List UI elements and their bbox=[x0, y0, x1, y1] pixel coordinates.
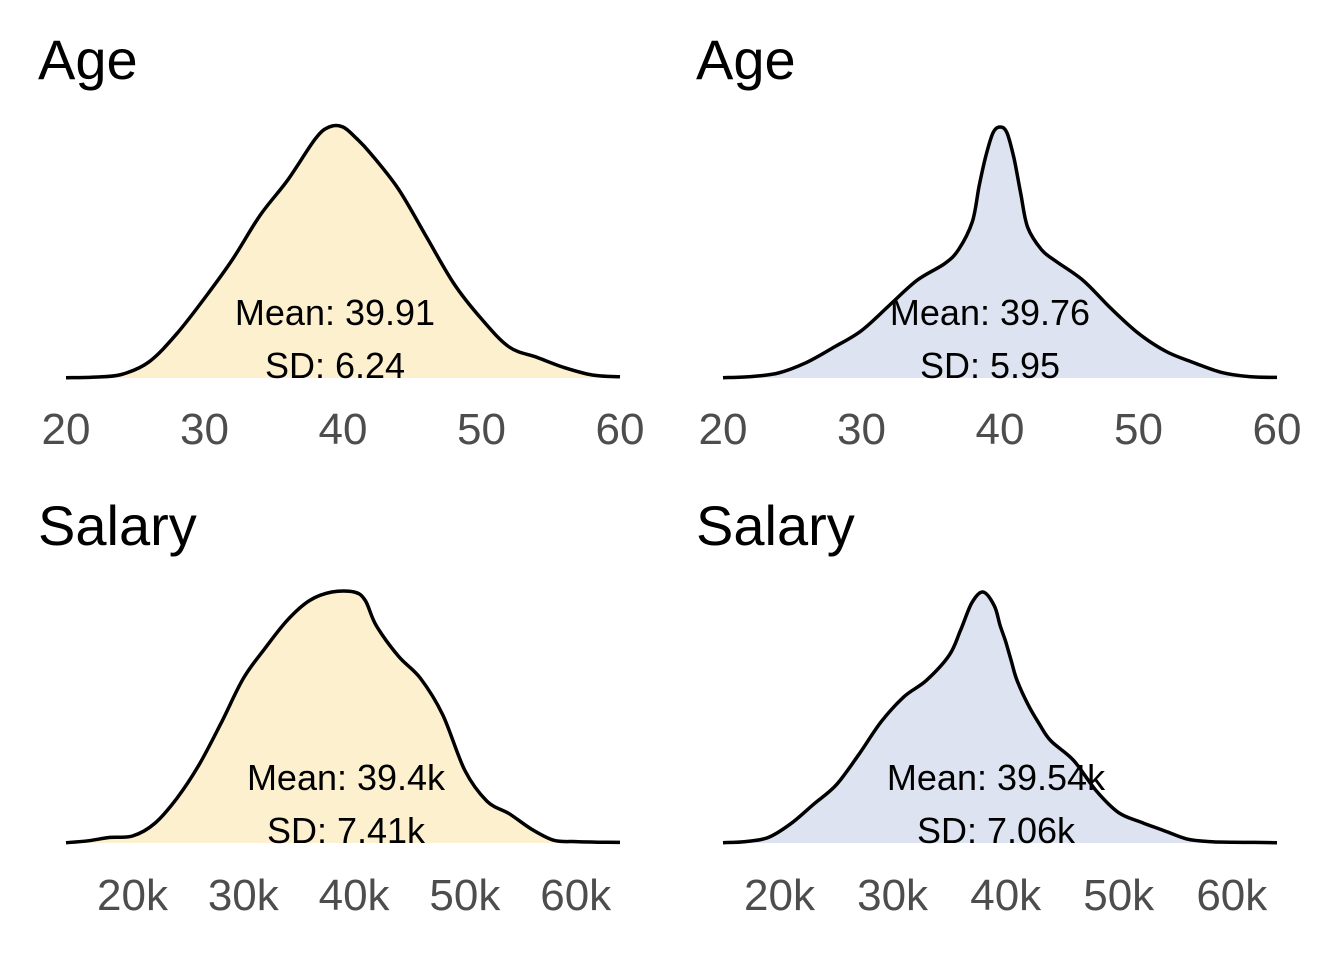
mean-label: Mean: 39.91 bbox=[235, 292, 435, 333]
panel-age-right: Age Mean: 39.76 SD: 5.95 20 30 40 50 60 bbox=[696, 28, 1301, 454]
x-axis-ticks: 20 30 40 50 60 bbox=[42, 405, 645, 454]
density-curve bbox=[65, 589, 621, 845]
x-tick-label: 20 bbox=[42, 405, 91, 454]
panel-age-left: Age Mean: 39.91 SD: 6.24 20 30 40 50 60 bbox=[38, 28, 644, 454]
panel-title: Salary bbox=[38, 494, 197, 557]
x-tick-label: 30k bbox=[208, 871, 280, 920]
panel-salary-left: Salary Mean: 39.4k SD: 7.41k 20k 30k 40k 50… bbox=[38, 494, 621, 920]
x-tick-label: 60k bbox=[540, 871, 612, 920]
x-tick-label: 20k bbox=[744, 871, 816, 920]
panel-title: Salary bbox=[696, 494, 855, 557]
x-tick-label: 50k bbox=[429, 871, 501, 920]
density-area bbox=[723, 127, 1277, 378]
x-tick-label: 40 bbox=[319, 405, 368, 454]
sd-label: SD: 7.41k bbox=[267, 810, 426, 851]
x-tick-label: 60 bbox=[1253, 405, 1302, 454]
density-curve bbox=[65, 123, 621, 380]
x-tick-label: 40 bbox=[976, 405, 1025, 454]
x-tick-label: 50 bbox=[457, 405, 506, 454]
sd-label: SD: 7.06k bbox=[917, 810, 1076, 851]
mean-label: Mean: 39.76 bbox=[890, 292, 1090, 333]
mean-label: Mean: 39.54k bbox=[887, 757, 1106, 798]
x-tick-label: 50 bbox=[1114, 405, 1163, 454]
x-axis-ticks: 20k 30k 40k 50k 60k bbox=[744, 871, 1268, 920]
x-axis-ticks: 20k 30k 40k 50k 60k bbox=[97, 871, 612, 920]
density-area bbox=[66, 125, 620, 378]
x-tick-label: 30 bbox=[837, 405, 886, 454]
mean-label: Mean: 39.4k bbox=[247, 757, 446, 798]
sd-label: SD: 6.24 bbox=[265, 345, 405, 386]
x-tick-label: 20 bbox=[699, 405, 748, 454]
density-curve bbox=[722, 590, 1278, 845]
x-axis-ticks: 20 30 40 50 60 bbox=[699, 405, 1302, 454]
x-tick-label: 50k bbox=[1083, 871, 1155, 920]
panel-salary-right: Salary Mean: 39.54k SD: 7.06k 20k 30k 40k 5… bbox=[696, 494, 1278, 920]
x-tick-label: 40k bbox=[319, 871, 391, 920]
sd-label: SD: 5.95 bbox=[920, 345, 1060, 386]
density-curve bbox=[722, 125, 1278, 380]
x-tick-label: 30k bbox=[857, 871, 929, 920]
x-tick-label: 40k bbox=[970, 871, 1042, 920]
panel-title: Age bbox=[38, 28, 138, 91]
x-tick-label: 20k bbox=[97, 871, 169, 920]
x-tick-label: 60 bbox=[596, 405, 645, 454]
density-area bbox=[66, 590, 620, 843]
density-area bbox=[723, 591, 1277, 843]
panel-title: Age bbox=[696, 28, 796, 91]
x-tick-label: 60k bbox=[1196, 871, 1268, 920]
x-tick-label: 30 bbox=[180, 405, 229, 454]
